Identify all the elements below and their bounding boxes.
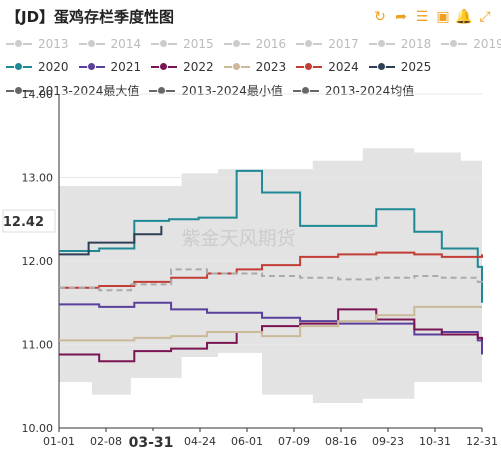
crosshair-y-box bbox=[2, 209, 56, 233]
series-2023 bbox=[59, 305, 482, 342]
crosshair-y-label: 12.42 bbox=[3, 215, 44, 230]
watermark: 紫金天风期货 bbox=[182, 227, 296, 249]
legend-row-recent: 2020 2021 2022 2023 2024 2025 bbox=[6, 60, 441, 74]
legend-marker bbox=[296, 61, 323, 73]
legend-label: 2025 bbox=[400, 60, 432, 74]
x-tick-label: 06-01 bbox=[231, 435, 263, 448]
legend-marker bbox=[368, 61, 395, 73]
legend-item-2021[interactable]: 2021 bbox=[78, 60, 142, 74]
legend-item-2017[interactable]: 2017 bbox=[296, 37, 359, 51]
legend-marker bbox=[441, 38, 468, 50]
legend-label: 2014 bbox=[110, 37, 142, 51]
legend-label: 2016 bbox=[255, 37, 287, 51]
legend-item-2022[interactable]: 2022 bbox=[151, 60, 214, 74]
series-2024 bbox=[59, 251, 483, 289]
legend-item-2014[interactable]: 2014 bbox=[78, 37, 142, 51]
x-tick-label: 07-09 bbox=[278, 435, 310, 448]
legend-row-history: 2013 2014 2015 2016 2017 2018 2019 bbox=[6, 37, 501, 51]
image-icon[interactable]: ▣ bbox=[436, 9, 450, 25]
legend-item-2020[interactable]: 2020 bbox=[6, 60, 69, 74]
legend-item-2018[interactable]: 2018 bbox=[368, 37, 432, 51]
legend-item-2015[interactable]: 2015 bbox=[151, 37, 214, 51]
legend-marker bbox=[223, 61, 250, 73]
legend-marker bbox=[151, 38, 178, 50]
y-tick-label: 12.00 bbox=[22, 255, 54, 268]
legend-item-2016[interactable]: 2016 bbox=[223, 37, 287, 51]
y-tick-label: 13.00 bbox=[22, 172, 54, 185]
x-tick-label: 09-23 bbox=[372, 435, 404, 448]
legend-marker bbox=[368, 38, 395, 50]
legend-label: 2013 bbox=[38, 37, 69, 51]
legend-marker bbox=[296, 38, 323, 50]
legend-label: 2021 bbox=[110, 60, 142, 74]
legend-label: 2018 bbox=[400, 37, 432, 51]
legend-marker bbox=[151, 61, 178, 73]
share-icon[interactable]: ➦ bbox=[395, 9, 407, 25]
legend-label: 2023 bbox=[255, 60, 287, 74]
legend-marker bbox=[223, 38, 250, 50]
legend-label: 2024 bbox=[328, 60, 359, 74]
refresh-icon[interactable]: ↻ bbox=[374, 9, 386, 25]
y-tick-label: 11.00 bbox=[22, 339, 54, 352]
x-tick-label: 02-08 bbox=[90, 435, 122, 448]
legend-item-2023[interactable]: 2023 bbox=[223, 60, 287, 74]
y-tick-label: 10.00 bbox=[22, 422, 54, 435]
chart-title: 【JD】蛋鸡存栏季度性图 bbox=[6, 8, 175, 26]
crosshair-x-label: 03-31 bbox=[129, 435, 174, 451]
legend-item-2019[interactable]: 2019 bbox=[441, 37, 501, 51]
x-tick-label: 01-01 bbox=[43, 435, 75, 448]
legend-item-2024[interactable]: 2024 bbox=[296, 60, 359, 74]
series-2025 bbox=[59, 225, 163, 256]
legend-marker bbox=[78, 38, 105, 50]
legend-item-2025[interactable]: 2025 bbox=[368, 60, 432, 74]
legend-item-2013[interactable]: 2013 bbox=[6, 37, 69, 51]
crosshair-x-box bbox=[123, 431, 183, 452]
legend-label: 2022 bbox=[183, 60, 214, 74]
series-2013-2024均值 bbox=[59, 268, 483, 292]
legend-marker bbox=[6, 85, 32, 97]
series-2021 bbox=[59, 301, 483, 355]
legend-label: 2017 bbox=[328, 37, 359, 51]
legend-label: 2019 bbox=[473, 37, 501, 51]
x-tick-label: 04-24 bbox=[184, 435, 216, 448]
fullscreen-icon[interactable]: ⤢ bbox=[479, 9, 491, 25]
legend-marker bbox=[78, 61, 105, 73]
legend-marker bbox=[6, 38, 32, 50]
x-tick-label: 08-16 bbox=[325, 435, 357, 448]
chart-toolbar: ↻ ➦ ☰ ▣ 🔔 ⤢ bbox=[372, 9, 493, 25]
legend-label: 2020 bbox=[38, 60, 69, 74]
y-tick-label: 14.00 bbox=[22, 88, 54, 101]
legend-marker bbox=[6, 61, 32, 73]
alarm-icon[interactable]: 🔔 bbox=[455, 9, 473, 25]
list-icon[interactable]: ☰ bbox=[415, 9, 429, 25]
x-tick-label: 12-31 bbox=[466, 435, 498, 448]
legend-label: 2015 bbox=[183, 37, 214, 51]
x-tick-label: 10-31 bbox=[419, 435, 451, 448]
